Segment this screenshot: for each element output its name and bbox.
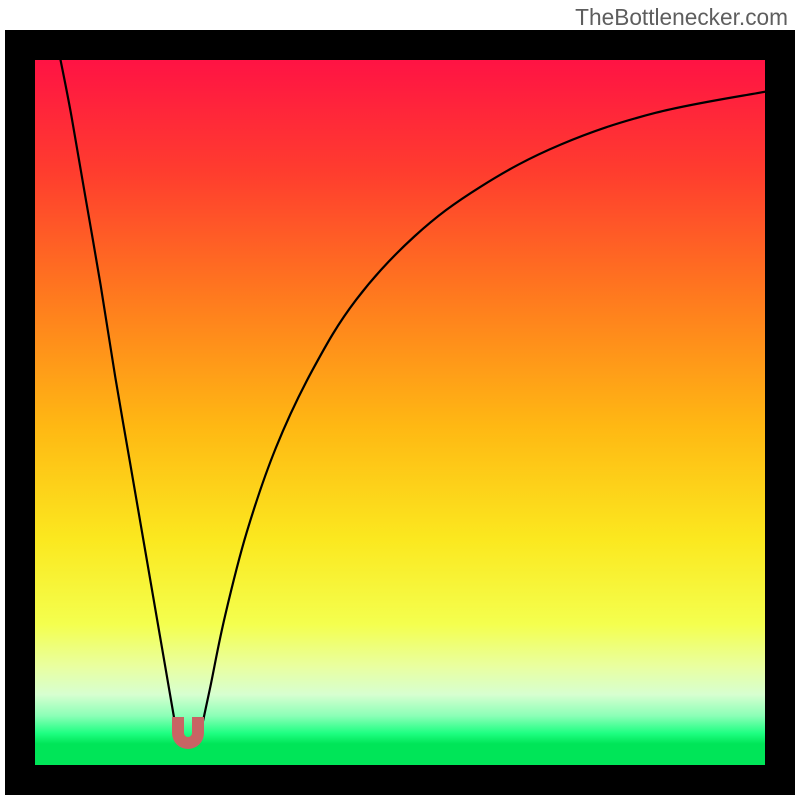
plot-area <box>35 60 765 765</box>
curve-overlay <box>35 60 765 765</box>
bottleneck-curve <box>61 60 176 728</box>
watermark-text: TheBottlenecker.com <box>575 4 788 31</box>
bottleneck-curve <box>201 92 765 729</box>
chart-container: TheBottlenecker.com <box>0 0 800 800</box>
